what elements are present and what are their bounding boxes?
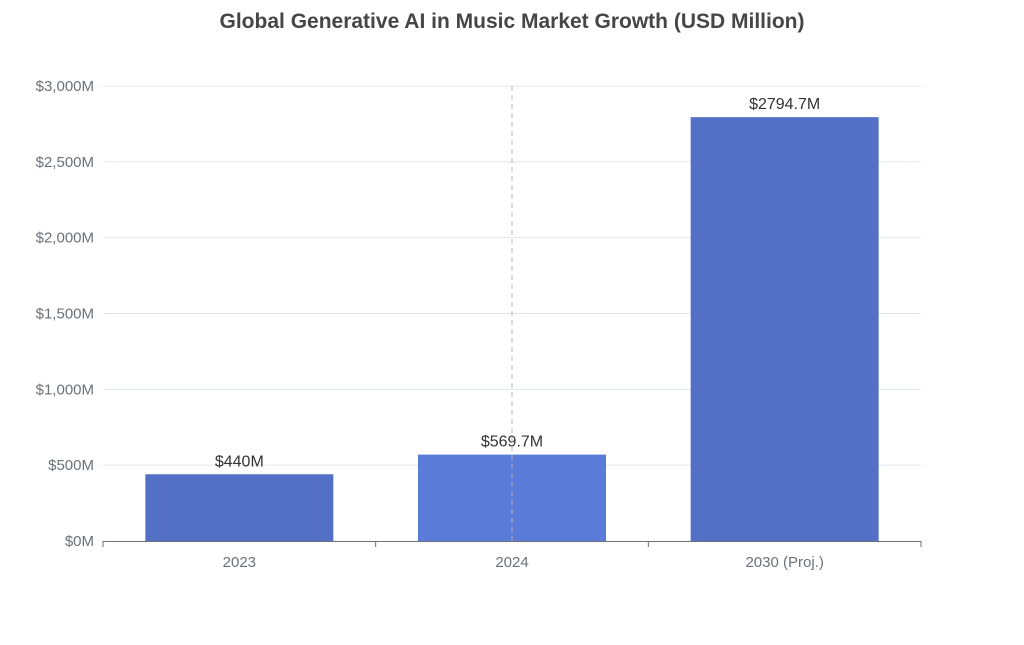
y-tick-label: $1,000M bbox=[36, 381, 94, 398]
data-label: $569.7M bbox=[481, 434, 543, 451]
y-tick-label: $0M bbox=[65, 533, 94, 550]
y-tick-label: $1,500M bbox=[36, 306, 94, 323]
bar-2030-proj- bbox=[690, 117, 879, 541]
y-tick-label: $2,500M bbox=[36, 154, 94, 171]
x-tick-label: 2023 bbox=[223, 554, 256, 571]
x-tick-label: 2030 (Proj.) bbox=[745, 554, 823, 571]
y-tick-label: $3,000M bbox=[36, 78, 94, 95]
y-tick-label: $2,000M bbox=[36, 230, 94, 247]
y-tick-label: $500M bbox=[48, 457, 94, 474]
data-label: $2794.7M bbox=[749, 96, 820, 113]
data-label: $440M bbox=[215, 453, 264, 470]
bar-2023 bbox=[145, 474, 334, 541]
chart-title: Global Generative AI in Music Market Gro… bbox=[220, 10, 805, 33]
x-tick-label: 2024 bbox=[495, 554, 528, 571]
